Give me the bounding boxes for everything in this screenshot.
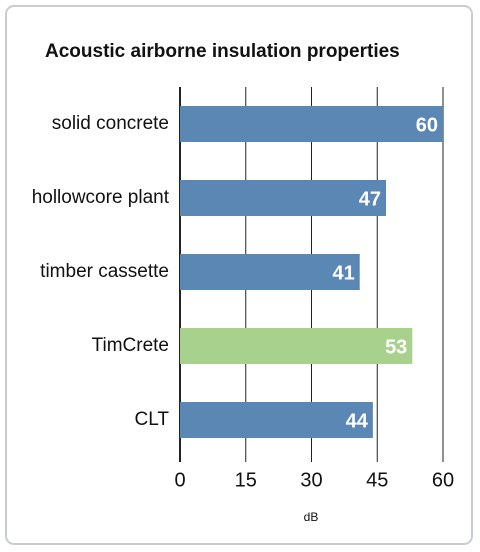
x-tick-label: 15 <box>235 469 257 491</box>
bar <box>180 254 360 290</box>
y-tick-label: CLT <box>135 409 170 430</box>
value-label: 53 <box>385 336 407 358</box>
x-axis-label: dB <box>304 510 319 524</box>
y-tick-label: hollowcore plant <box>32 187 170 208</box>
y-tick-label: timber cassette <box>40 261 169 282</box>
x-tick-label: 45 <box>366 469 388 491</box>
value-label: 44 <box>346 410 369 432</box>
y-tick-label: solid concrete <box>52 113 169 134</box>
y-tick-label: TimCrete <box>92 335 169 356</box>
x-tick-label: 0 <box>174 469 185 491</box>
value-label: 41 <box>332 262 354 284</box>
bar <box>180 402 373 438</box>
bar <box>180 106 443 142</box>
value-label: 47 <box>359 188 381 210</box>
bar <box>180 328 413 364</box>
x-tick-label: 60 <box>432 469 454 491</box>
bar <box>180 180 387 216</box>
chart-title: Acoustic airborne insulation properties <box>45 41 400 62</box>
value-label: 60 <box>416 114 438 136</box>
x-tick-label: 30 <box>300 469 322 491</box>
